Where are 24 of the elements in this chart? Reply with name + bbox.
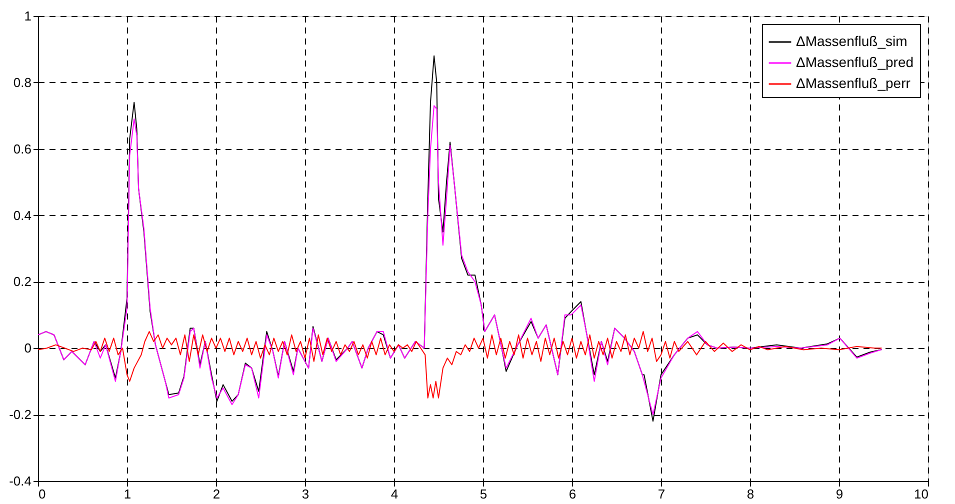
x-tick-label: 6 <box>568 486 576 502</box>
y-tick-label: 0.6 <box>13 141 32 156</box>
y-tick-label: 0.4 <box>13 208 32 223</box>
x-tick-label: 2 <box>212 486 220 502</box>
y-tick-label: 0 <box>24 340 32 356</box>
y-tick-label: -0.4 <box>9 474 32 488</box>
line-series <box>38 331 882 398</box>
line-series <box>38 105 882 416</box>
legend-label: ΔMassenfluß_sim <box>796 33 908 49</box>
x-tick-label: 0 <box>38 486 46 502</box>
y-tick-label: 0.2 <box>13 274 32 290</box>
x-tick-label: 9 <box>836 486 844 502</box>
x-tick-label: 1 <box>124 486 132 502</box>
x-tick-label: 8 <box>746 486 754 502</box>
x-tick-label: 3 <box>302 486 310 502</box>
y-tick-label: 1 <box>24 8 32 24</box>
legend-label: ΔMassenfluß_pred <box>796 54 914 70</box>
x-tick-label: 4 <box>390 486 398 502</box>
legend-label: ΔMassenfluß_perr <box>796 75 911 91</box>
y-tick-label: -0.2 <box>9 407 32 422</box>
x-tick-label: 7 <box>658 486 666 502</box>
x-tick-label: 5 <box>480 486 488 502</box>
y-tick-label: 0.8 <box>13 74 32 90</box>
x-tick-label: 10 <box>914 486 928 502</box>
